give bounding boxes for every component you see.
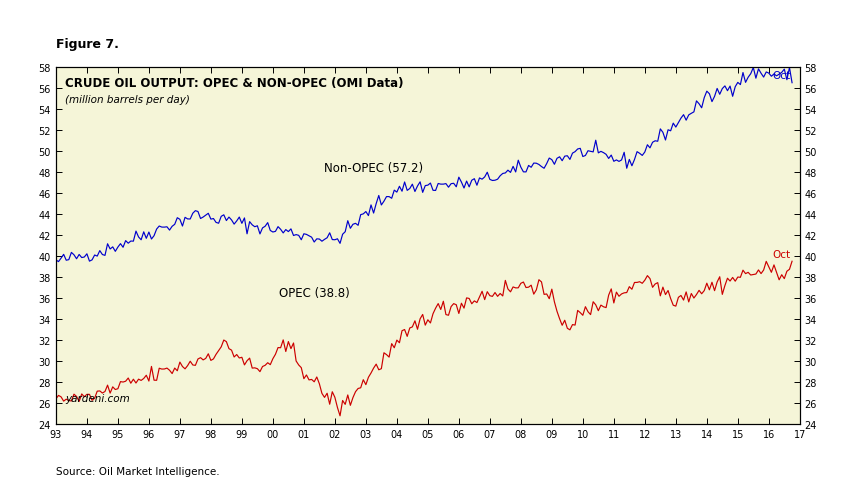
Text: Source: Oil Market Intelligence.: Source: Oil Market Intelligence. xyxy=(56,466,219,476)
Text: CRUDE OIL OUTPUT: OPEC & NON-OPEC (OMI Data): CRUDE OIL OUTPUT: OPEC & NON-OPEC (OMI D… xyxy=(64,77,403,90)
Text: Oct: Oct xyxy=(772,250,790,260)
Text: OPEC (38.8): OPEC (38.8) xyxy=(279,286,350,299)
Text: Non-OPEC (57.2): Non-OPEC (57.2) xyxy=(323,162,423,175)
Text: Oct: Oct xyxy=(772,70,790,81)
Text: yardeni.com: yardeni.com xyxy=(64,393,130,403)
Text: Figure 7.: Figure 7. xyxy=(56,38,119,51)
Text: (million barrels per day): (million barrels per day) xyxy=(64,95,190,105)
